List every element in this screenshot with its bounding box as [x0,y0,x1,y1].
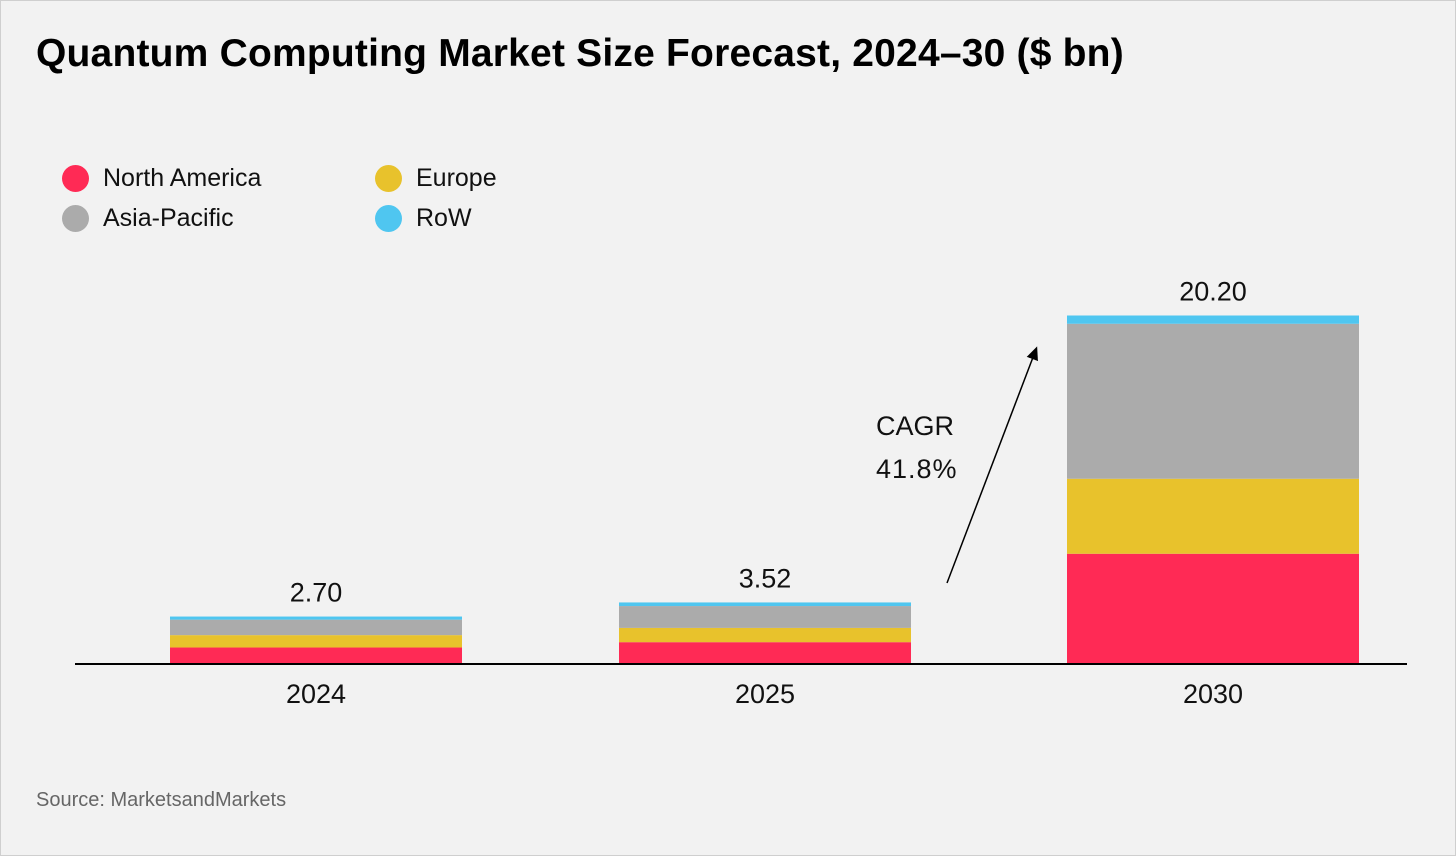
bar-segment-europe-2025 [619,627,911,643]
legend-label: North America [103,164,262,192]
bar-segment-row-2024 [170,616,462,620]
cagr-label: CAGR [876,411,954,441]
bar-segment-row-2025 [619,602,911,607]
source-note: Source: MarketsandMarkets [36,789,287,811]
x-tick-label-2025: 2025 [735,679,795,709]
bar-segment-europe-2030 [1067,478,1359,554]
bar-segment-asia-pacific-2030 [1067,323,1359,479]
legend-swatch [375,205,402,232]
legend-swatch [62,165,89,192]
legend-item-asia-pacific: Asia-Pacific [62,204,234,233]
legend-item-row: RoW [375,204,472,233]
chart-title: Quantum Computing Market Size Forecast, … [36,32,1124,75]
legend-swatch [62,205,89,232]
legend-swatch [375,165,402,192]
legend-label: RoW [416,204,472,232]
legend-label: Europe [416,164,497,192]
bar-segment-asia-pacific-2025 [619,606,911,628]
total-label-2030: 20.20 [1179,277,1247,307]
bar-segment-north-america-2024 [170,647,462,663]
legend-item-north-america: North America [62,164,261,193]
bar-segment-north-america-2025 [619,642,911,663]
legend-label: Asia-Pacific [103,204,234,232]
cagr-value: 41.8% [876,454,958,484]
bar-segment-europe-2024 [170,635,462,648]
x-tick-label-2030: 2030 [1183,679,1243,709]
bar-segment-north-america-2030 [1067,553,1359,663]
x-tick-label-2024: 2024 [286,679,346,709]
bar-segment-row-2030 [1067,315,1359,324]
cagr-arrow [946,346,1038,584]
legend-item-europe: Europe [375,164,497,193]
total-label-2024: 2.70 [290,578,343,608]
total-label-2025: 3.52 [739,563,792,593]
bar-segment-asia-pacific-2024 [170,619,462,636]
